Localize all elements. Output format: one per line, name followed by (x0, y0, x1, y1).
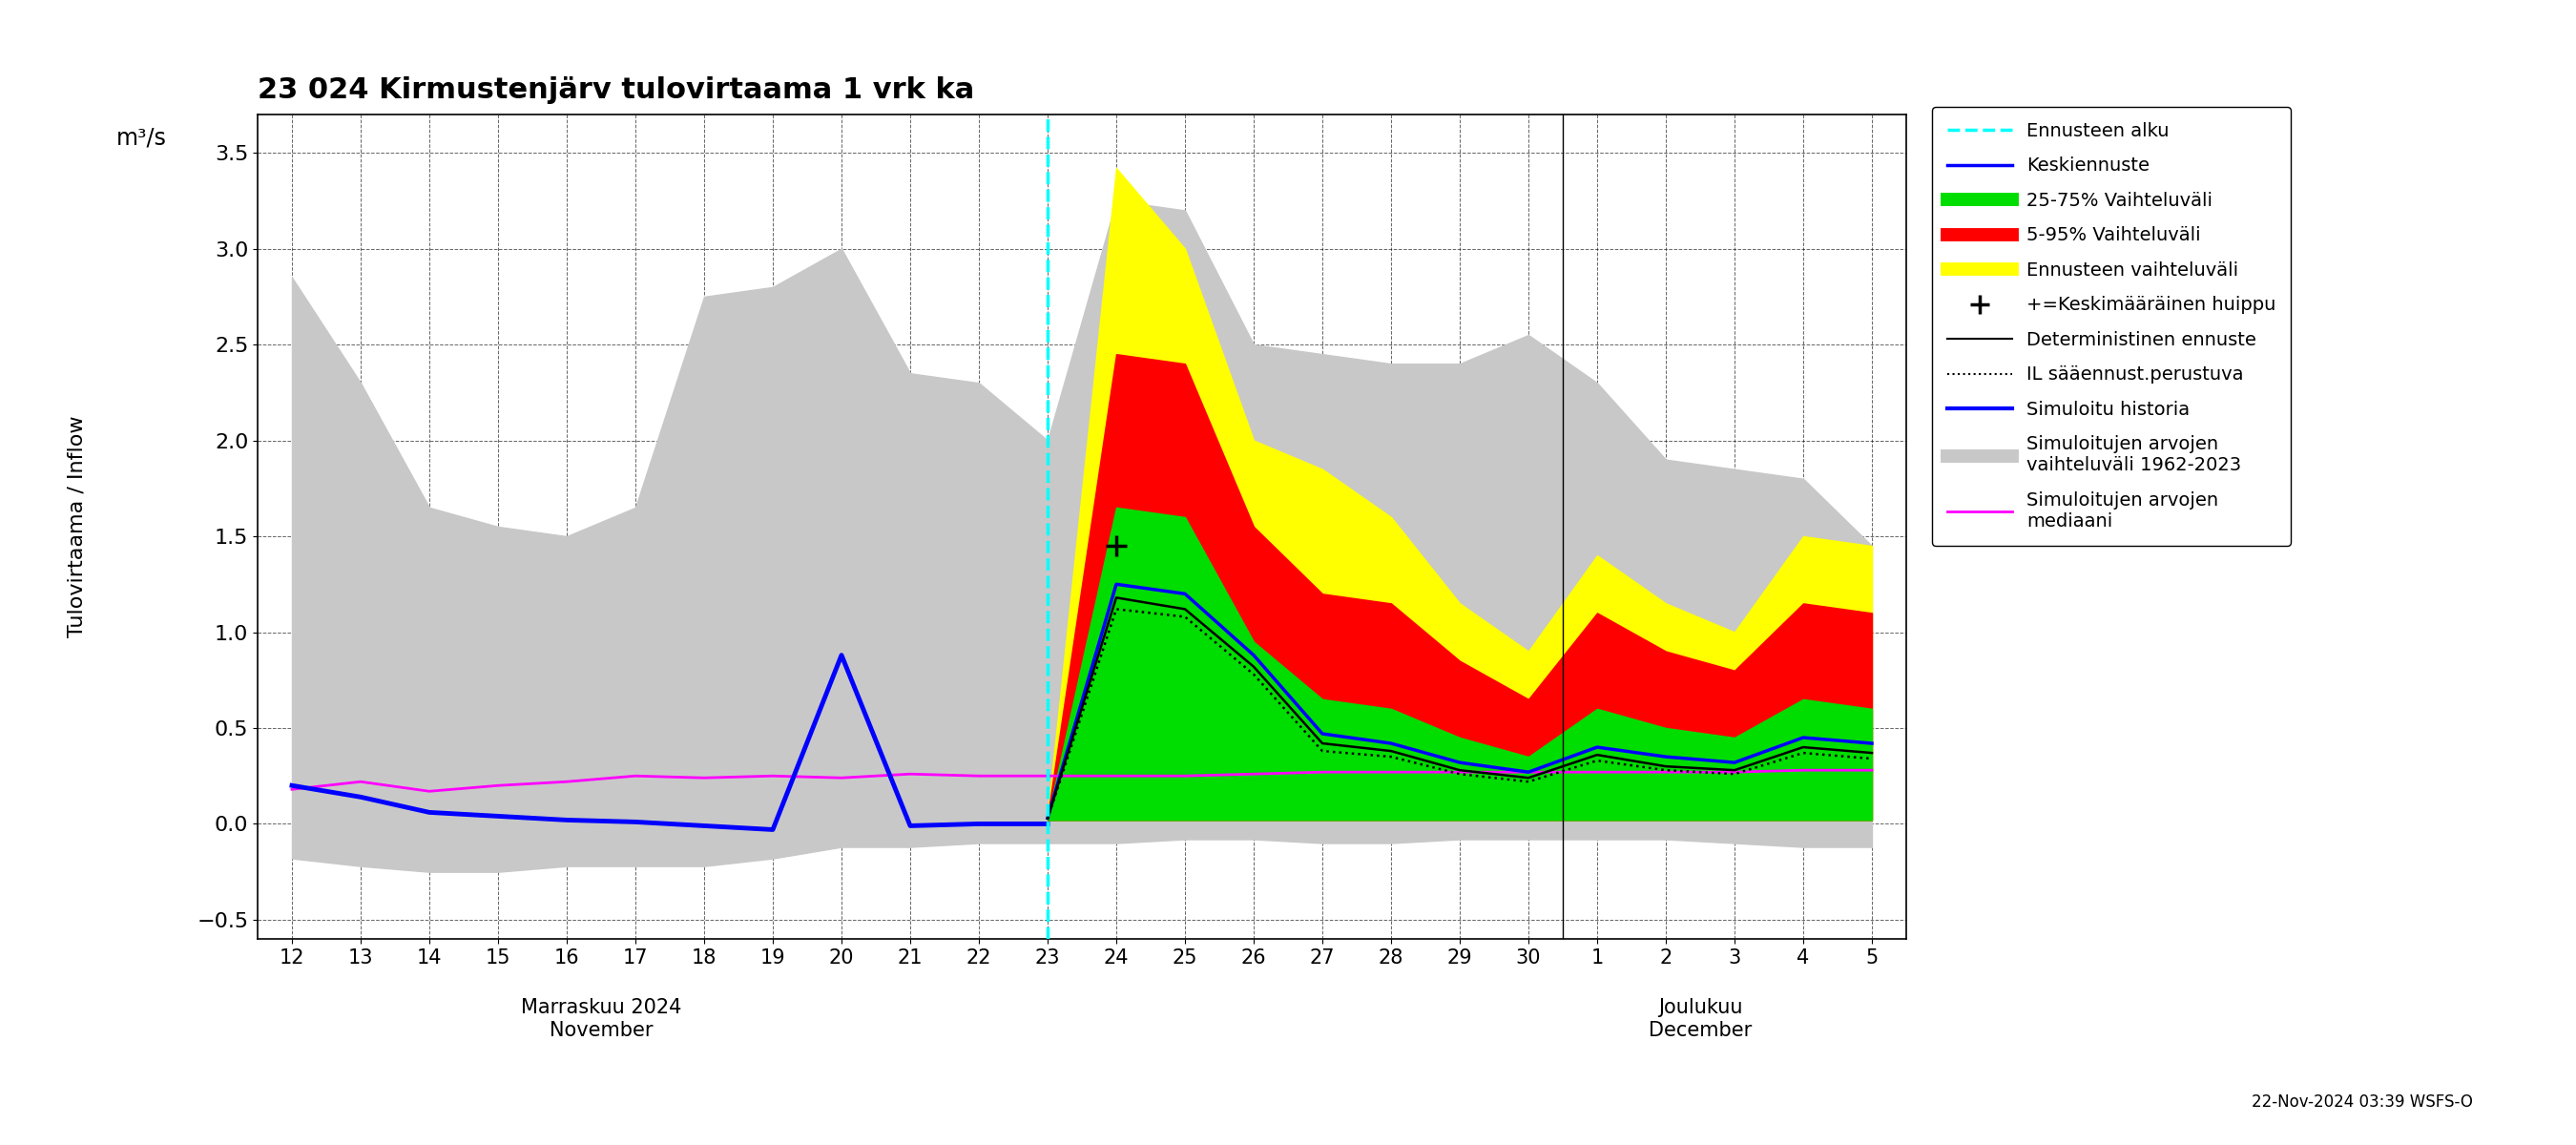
Text: 23 024 Kirmustenjärv tulovirtaama 1 vrk ka: 23 024 Kirmustenjärv tulovirtaama 1 vrk … (258, 77, 974, 104)
Text: Tulovirtaama / Inflow: Tulovirtaama / Inflow (67, 416, 88, 638)
Text: 22-Nov-2024 03:39 WSFS-O: 22-Nov-2024 03:39 WSFS-O (2251, 1093, 2473, 1111)
Text: Joulukuu
December: Joulukuu December (1649, 998, 1752, 1040)
Text: m³/s: m³/s (116, 126, 167, 149)
Text: Marraskuu 2024
November: Marraskuu 2024 November (520, 998, 683, 1040)
Legend: Ennusteen alku, Keskiennuste, 25-75% Vaihteluväli, 5-95% Vaihteluväli, Ennusteen: Ennusteen alku, Keskiennuste, 25-75% Vai… (1932, 108, 2290, 545)
